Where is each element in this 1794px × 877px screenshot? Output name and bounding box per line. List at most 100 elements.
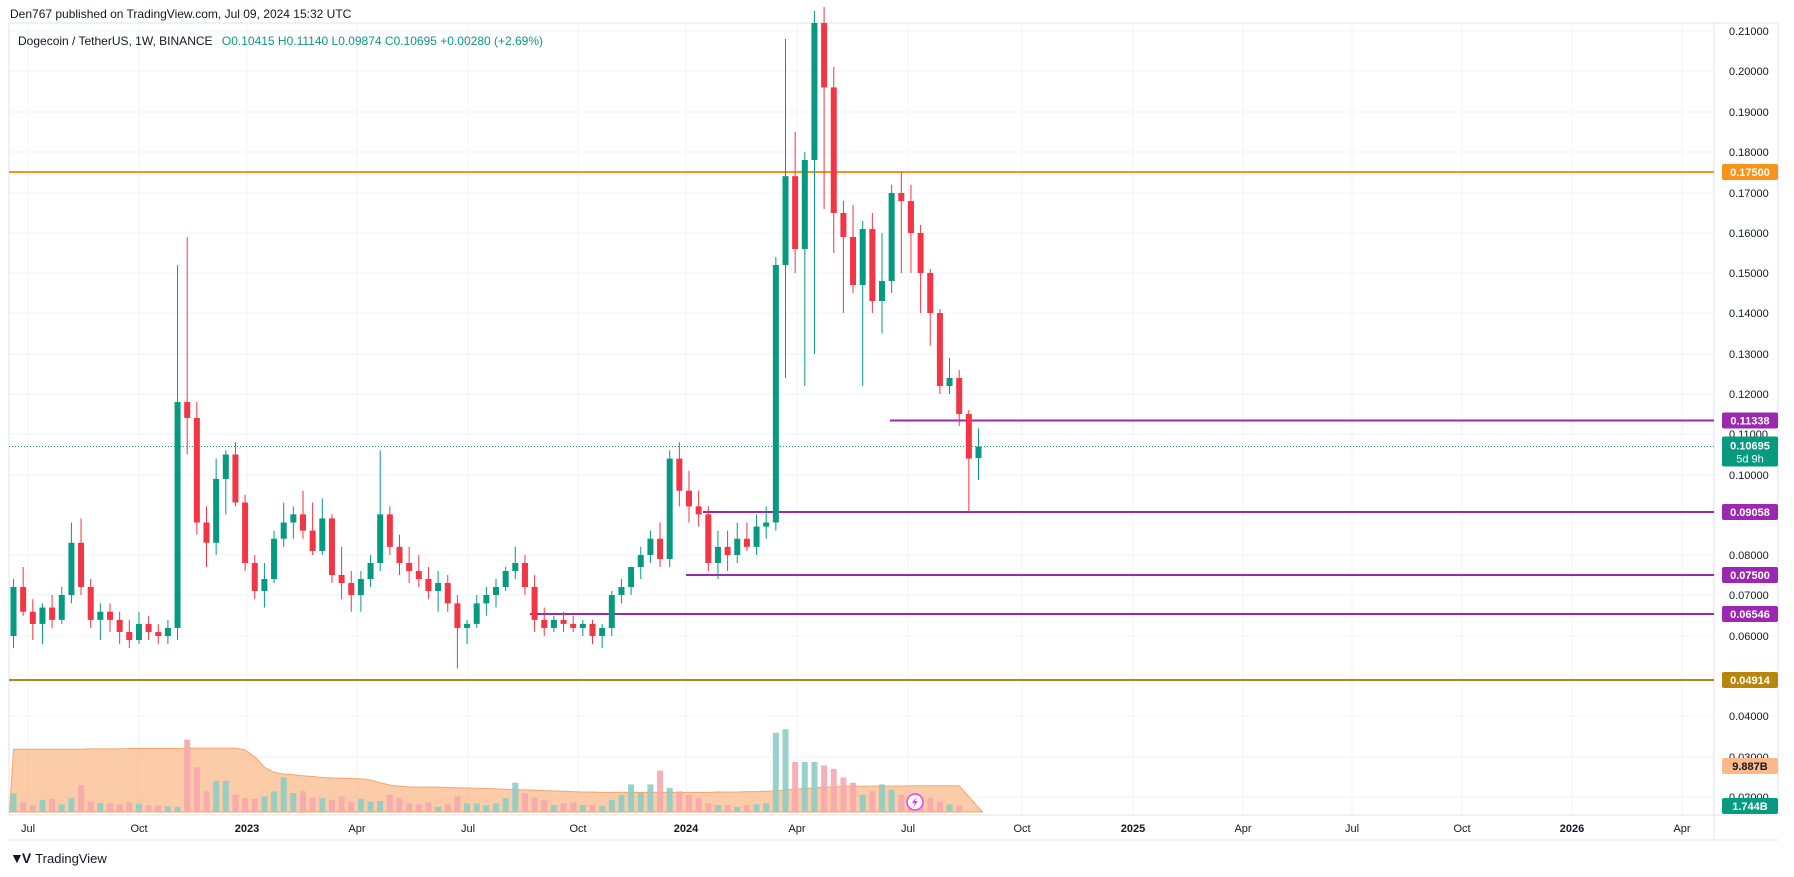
tradingview-brand: TradingView [35, 850, 107, 866]
volume-bar [724, 805, 731, 812]
x-tick-label: 2023 [235, 823, 259, 835]
volume-bar [251, 798, 258, 812]
candle-body [705, 514, 712, 563]
candle-body [763, 522, 770, 527]
candle-body [512, 563, 519, 571]
candle-body [213, 478, 220, 543]
x-tick-label: 2024 [674, 823, 699, 835]
candle-body [975, 446, 982, 458]
candle-body [936, 313, 943, 386]
x-tick-label: Oct [569, 823, 586, 835]
volume-bar [396, 798, 403, 812]
volume-bar [830, 768, 837, 812]
candle-body [859, 229, 866, 285]
candle-body [628, 567, 635, 587]
volume-bar [87, 801, 94, 812]
volume-bar [155, 805, 162, 812]
tradingview-footer[interactable]: ▼V TradingView [10, 850, 107, 866]
volume-bar [686, 794, 692, 812]
candle-body [666, 458, 673, 559]
volume-bar [859, 794, 866, 812]
candle-body [502, 571, 509, 587]
candle-body [811, 23, 818, 160]
price-level-badge [1722, 412, 1778, 429]
price-level-label: 0.04914 [1730, 675, 1771, 687]
candle-body [965, 414, 972, 459]
volume-bar [936, 801, 943, 812]
candle-body [78, 542, 85, 587]
candle-body [541, 619, 548, 628]
volume-bar [493, 803, 499, 812]
candle-body [357, 579, 364, 595]
y-tick-label: 0.17000 [1729, 188, 1769, 200]
y-tick-label: 0.15000 [1729, 268, 1769, 280]
symbol-legend: Dogecoin / TetherUS, 1W, BINANCE O0.1041… [18, 34, 543, 48]
x-tick-label: Oct [1013, 823, 1030, 835]
y-tick-label: 0.19000 [1729, 107, 1769, 119]
candle-body [560, 619, 567, 624]
y-tick-label: 0.10000 [1729, 470, 1769, 482]
symbol-name: Dogecoin / TetherUS, 1W, BINANCE [18, 34, 213, 48]
candle-body [493, 587, 499, 595]
countdown-label: 5d 9h [1736, 454, 1764, 466]
volume-bar [444, 804, 451, 812]
candle-body [271, 538, 278, 579]
price-level-badge [1722, 164, 1778, 180]
x-tick-label: Jul [901, 823, 915, 835]
volume-bar [927, 798, 934, 812]
candle-body [386, 514, 393, 547]
volume-bar [531, 798, 538, 812]
volume-bar [454, 796, 461, 812]
tradingview-logo-icon: ▼V [10, 850, 31, 866]
y-tick-label: 0.14000 [1729, 308, 1769, 320]
volume-bar [367, 801, 374, 812]
candle-body [232, 454, 239, 503]
volume-bar [676, 791, 683, 812]
volume-bar [869, 791, 876, 812]
volume-bar [425, 802, 432, 812]
volume-bar [714, 805, 721, 812]
volume-bar [348, 801, 355, 812]
plot-frame [8, 22, 1779, 816]
volume-bar [271, 791, 278, 812]
candle-body [618, 587, 625, 595]
volume-bar [377, 800, 384, 812]
candle-body [97, 611, 104, 620]
volume-bar [618, 794, 625, 812]
y-tick-label: 0.07000 [1729, 590, 1769, 602]
volume-bar [956, 805, 963, 812]
candle-body [367, 563, 374, 579]
candle-body [377, 514, 384, 563]
candle-body [473, 603, 480, 624]
candle-body [647, 538, 654, 555]
candle-body [637, 555, 644, 567]
volume-bar [560, 803, 567, 812]
y-tick-label: 0.16000 [1729, 228, 1769, 240]
x-tick-label: Oct [130, 823, 147, 835]
candle-body [184, 402, 191, 418]
volume-bar [637, 793, 644, 812]
volume-bar [290, 793, 297, 812]
candle-body [850, 237, 857, 285]
price-level-label: 0.09058 [1730, 507, 1770, 519]
candle-body [792, 176, 799, 249]
candle-body [927, 273, 934, 313]
volume-label-badge [1722, 798, 1778, 814]
volume-bar [608, 799, 615, 812]
volume-bar [415, 804, 422, 812]
candle-body [888, 193, 895, 281]
candle-body [406, 563, 413, 571]
volume-bar [58, 804, 65, 812]
volume-bar [406, 803, 413, 812]
volume-bar [193, 767, 200, 812]
candle-body [300, 514, 306, 531]
candle-body [570, 623, 577, 628]
volume-bar [386, 794, 393, 812]
volume-bar [174, 806, 181, 812]
candle-body [454, 603, 461, 628]
candle-body [550, 619, 557, 628]
candle-body [319, 518, 326, 551]
candle-body [261, 579, 268, 591]
volume-bar [599, 805, 606, 812]
